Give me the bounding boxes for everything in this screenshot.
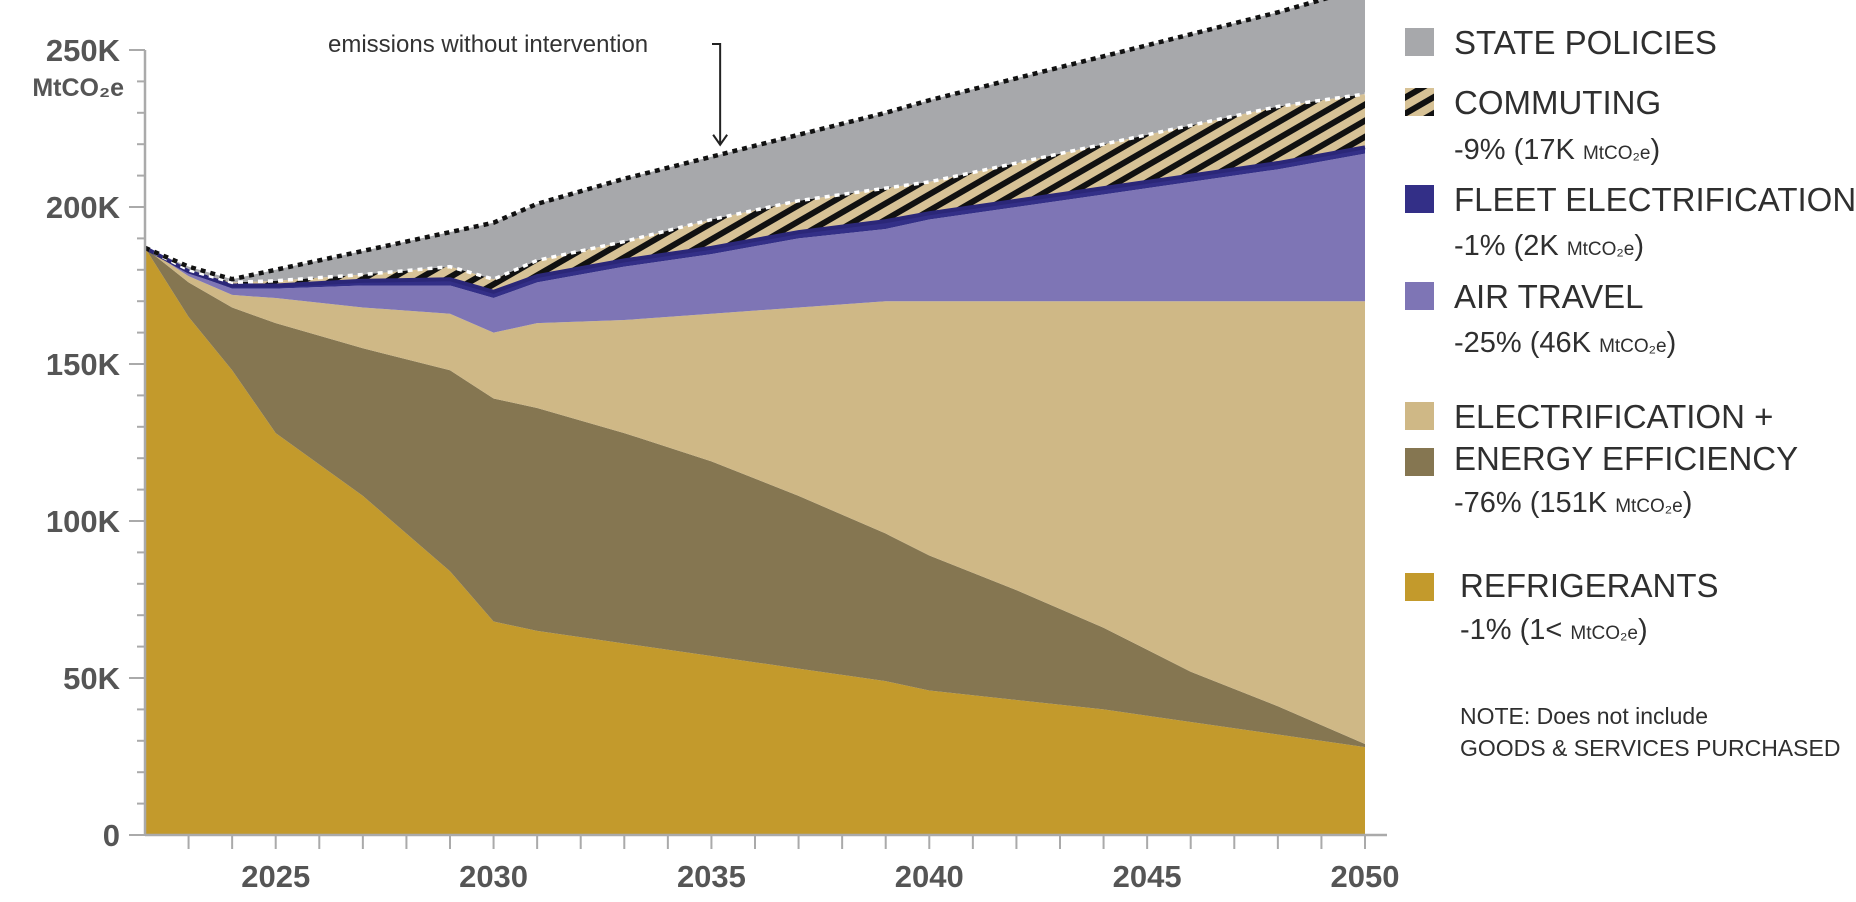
legend-value: -9% (17K MtCO₂e) (1454, 134, 1660, 166)
legend-item-refrigerants: REFRIGERANTS -1% (1< MtCO₂e) (1405, 567, 1719, 646)
legend-label: STATE POLICIES (1454, 24, 1717, 61)
boundary-lines (144, 0, 1366, 294)
y-tick-label: 0 (103, 818, 120, 853)
legend-item-electrification: ELECTRIFICATION + (1405, 398, 1773, 435)
legend-swatch (1405, 88, 1434, 116)
area-energy (145, 247, 1365, 748)
legend-label: FLEET ELECTRIFICATION (1454, 181, 1856, 218)
legend-item-fleet: FLEET ELECTRIFICATION -1% (2K MtCO₂e) (1405, 181, 1856, 262)
annotation: emissions without intervention (328, 31, 728, 147)
legend-item-commuting: COMMUTING -9% (17K MtCO₂e) (1405, 84, 1661, 166)
x-tick-label: 2045 (1113, 859, 1182, 894)
legend-swatch (1405, 28, 1434, 56)
x-tick-label: 2040 (895, 859, 964, 894)
commuting-dotted-line (144, 92, 1366, 285)
legend-swatch (1405, 185, 1434, 213)
legend-label: REFRIGERANTS (1460, 567, 1719, 604)
x-tick-label: 2050 (1331, 859, 1400, 894)
legend-value: -1% (2K MtCO₂e) (1454, 230, 1644, 262)
legend-label: AIR TRAVEL (1454, 278, 1644, 315)
legend-item-state: STATE POLICIES (1405, 24, 1717, 61)
annotation-text: emissions without intervention (328, 31, 648, 58)
legend-swatch (1405, 448, 1434, 476)
legend-swatch (1405, 402, 1434, 430)
note-line: GOODS & SERVICES PURCHASED (1460, 735, 1840, 761)
x-tick-label: 2030 (459, 859, 528, 894)
legend-value: -25% (46K MtCO₂e) (1454, 327, 1676, 359)
legend-swatch (1405, 573, 1434, 601)
legend-label: ELECTRIFICATION + (1454, 398, 1773, 435)
legend-item-air: AIR TRAVEL -25% (46K MtCO₂e) (1405, 278, 1676, 359)
fleet-line (144, 145, 1366, 294)
area-state (145, 0, 1365, 283)
area-electrification (145, 247, 1365, 744)
note: NOTE: Does not include GOODS & SERVICES P… (1460, 703, 1840, 761)
axes: 0 50K 100K 150K 200K 250K MtCO₂e 2025 2030 2035 20… (32, 33, 1399, 894)
area-air (145, 153, 1365, 333)
legend-label: COMMUTING (1454, 84, 1661, 121)
annotation-arrow (712, 43, 728, 147)
x-tick-label: 2025 (241, 859, 310, 894)
y-tick-label: 50K (63, 661, 120, 696)
legend-swatch (1405, 282, 1434, 310)
y-tick-label: 250K (46, 33, 121, 68)
legend-label: ENERGY EFFICIENCY (1454, 440, 1798, 477)
baseline-dotted-line (144, 0, 1329, 282)
y-tick-label: 150K (46, 347, 121, 382)
y-tick-label: 100K (46, 504, 121, 539)
note-line: NOTE: Does not include (1460, 703, 1708, 729)
area-layers (145, 0, 1365, 835)
legend-value: -1% (1< MtCO₂e) (1460, 614, 1648, 646)
legend-item-energy: ENERGY EFFICIENCY -76% (151K MtCO₂e) (1405, 440, 1798, 519)
legend: STATE POLICIES COMMUTING -9% (17K MtCO₂e) F… (1405, 24, 1856, 646)
x-tick-label: 2035 (677, 859, 746, 894)
legend-value: -76% (151K MtCO₂e) (1454, 487, 1692, 519)
y-axis-unit: MtCO₂e (32, 74, 124, 102)
area-refrigerants (145, 247, 1365, 835)
y-tick-label: 200K (46, 190, 121, 225)
